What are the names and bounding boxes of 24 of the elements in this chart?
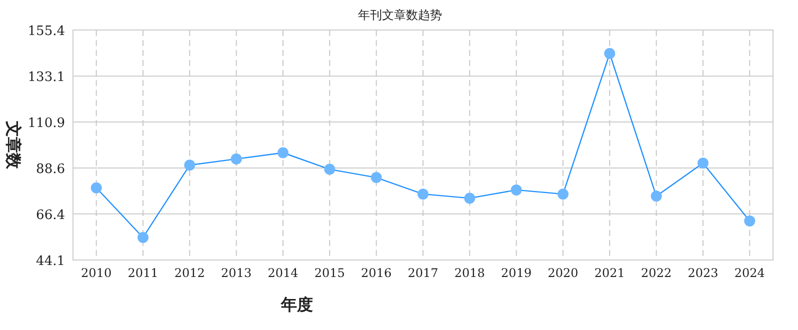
x-tick-label: 2014 <box>268 266 299 280</box>
x-tick-label: 2018 <box>454 266 485 280</box>
x-tick-label: 2024 <box>734 266 766 280</box>
x-tick-label: 2021 <box>594 266 625 280</box>
x-tick-label: 2017 <box>408 266 438 280</box>
x-tick-label: 2019 <box>501 266 532 280</box>
x-tick-label: 2020 <box>548 266 578 280</box>
x-tick-label: 2023 <box>688 266 718 280</box>
chart-title: 年刊文章数趋势 <box>358 8 442 22</box>
x-tick-label: 2011 <box>128 266 158 280</box>
y-tick-label: 44.1 <box>36 254 65 269</box>
y-tick-label: 110.9 <box>28 116 65 131</box>
x-tick-label: 2013 <box>221 266 252 280</box>
x-axis-title: 年度 <box>280 295 313 314</box>
y-tick-label: 133.1 <box>28 70 65 86</box>
y-tick-label: 66.4 <box>36 208 65 223</box>
x-tick-label: 2016 <box>361 266 392 280</box>
y-tick-label: 155.4 <box>28 24 65 39</box>
y-tick-label: 88.6 <box>36 162 65 178</box>
y-axis-title: 文章数 <box>4 120 23 170</box>
x-tick-label: 2010 <box>81 266 112 280</box>
x-tick-label: 2022 <box>641 266 672 280</box>
x-tick-label: 2015 <box>314 266 345 280</box>
x-tick-label: 2012 <box>174 266 205 280</box>
